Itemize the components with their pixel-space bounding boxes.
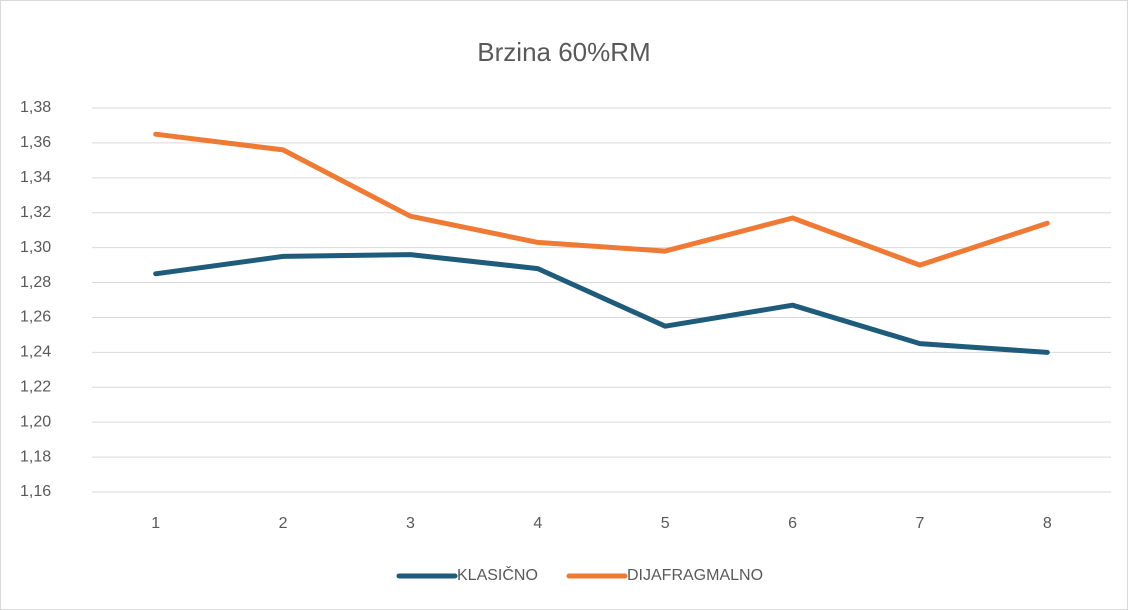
y-tick-label: 1,18 — [20, 448, 51, 465]
series-line — [153, 131, 1050, 268]
x-tick-label: 8 — [1043, 515, 1052, 532]
x-tick-label: 1 — [151, 515, 160, 532]
legend-label: DIJAFRAGMALNO — [627, 567, 763, 584]
x-tick-label: 5 — [661, 515, 670, 532]
x-tick-label: 2 — [279, 515, 288, 532]
series-line — [153, 252, 1050, 355]
x-tick-label: 4 — [533, 515, 542, 532]
x-tick-label: 3 — [406, 515, 415, 532]
y-tick-label: 1,26 — [20, 309, 51, 326]
legend-label: KLASIČNO — [457, 565, 538, 584]
y-tick-label: 1,16 — [20, 483, 51, 500]
y-tick-label: 1,24 — [20, 344, 51, 361]
y-tick-label: 1,34 — [20, 169, 51, 186]
y-tick-label: 1,30 — [20, 239, 51, 256]
y-tick-label: 1,28 — [20, 274, 51, 291]
x-tick-label: 7 — [915, 515, 924, 532]
y-tick-label: 1,38 — [20, 99, 51, 116]
y-tick-label: 1,36 — [20, 134, 51, 151]
y-tick-label: 1,22 — [20, 378, 51, 395]
y-tick-label: 1,32 — [20, 204, 51, 221]
x-tick-label: 6 — [788, 515, 797, 532]
y-tick-label: 1,20 — [20, 413, 51, 430]
chart-title: Brzina 60%RM — [477, 37, 650, 67]
